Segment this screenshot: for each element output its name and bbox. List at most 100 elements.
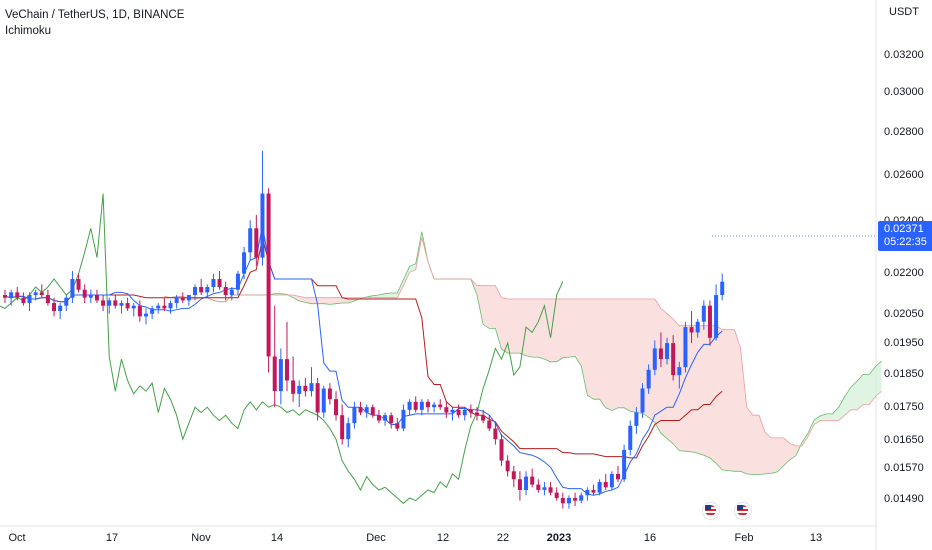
time-tick: 2023 (546, 532, 572, 544)
candle-body (671, 343, 676, 376)
price-tick: 0.01850 (884, 368, 924, 380)
candle-body (150, 308, 155, 314)
price-tick: 0.01570 (884, 462, 924, 474)
candle-body (52, 303, 57, 312)
candle-body (94, 295, 99, 301)
time-tick: Dec (366, 532, 386, 544)
candle-body (597, 481, 602, 493)
candle-body (217, 279, 222, 288)
candle-body (646, 369, 651, 389)
candle-body (413, 401, 418, 410)
candle-body (554, 492, 559, 498)
candle-body (309, 383, 314, 392)
candle-body (278, 359, 283, 392)
candle-body (511, 471, 516, 480)
ichimoku-conversion-line (4, 225, 723, 496)
candle-body (425, 401, 430, 408)
candle-body (689, 327, 694, 333)
time-tick: 16 (643, 532, 657, 544)
candle-body (683, 327, 688, 368)
candle-body (82, 289, 87, 298)
candle-body (272, 356, 277, 392)
candle-body (297, 385, 302, 394)
candle-body (395, 423, 400, 429)
candle-body (499, 439, 504, 461)
candle-body (9, 292, 14, 298)
candle-body (560, 497, 565, 504)
candle-body (211, 279, 216, 288)
price-tick: 0.01950 (884, 337, 924, 349)
last-price-value: 0.02371 (884, 223, 924, 235)
candle-body (193, 287, 198, 296)
us-flag-icon[interactable] (702, 502, 720, 520)
time-tick: Nov (191, 532, 211, 544)
candle-body (701, 305, 706, 322)
price-tick: 0.02800 (884, 126, 924, 138)
candle-body (3, 295, 7, 298)
candle-body (432, 404, 437, 408)
candle-body (634, 412, 639, 426)
ichimoku-leading-span-a (164, 231, 882, 476)
candle-body (327, 388, 332, 400)
candle-body (284, 359, 289, 381)
ichimoku-leading-span-b (164, 237, 882, 447)
candle-body (260, 193, 265, 258)
price-tick: 0.02050 (884, 308, 924, 320)
candle-body (591, 489, 596, 493)
candle-body (370, 407, 375, 416)
candle-body (291, 380, 296, 394)
candle-body (15, 292, 20, 298)
candle-body (616, 473, 620, 480)
candle-body (186, 295, 191, 301)
candle-body (438, 404, 443, 408)
candle-body (720, 281, 725, 296)
candle-body (609, 473, 614, 488)
candle-body (542, 487, 547, 490)
candle-body (21, 297, 26, 304)
candle-body (579, 495, 584, 501)
time-tick: 14 (270, 532, 284, 544)
chart-legend: VeChain / TetherUS, 1D, BINANCE Ichimoku (5, 8, 184, 38)
price-tick: 0.02600 (884, 169, 924, 181)
price-tick: 0.03200 (884, 49, 924, 61)
bar-countdown: 05:22:35 (884, 236, 927, 248)
candle-body (315, 383, 320, 413)
indicator-label[interactable]: Ichimoku (5, 25, 52, 37)
candle-body (27, 295, 32, 304)
candle-body (364, 407, 369, 413)
price-tick: 0.01750 (884, 401, 924, 413)
candle-body (383, 415, 388, 421)
candle-body (143, 313, 148, 317)
candle-body (462, 409, 467, 416)
candle-body (603, 481, 608, 488)
candle-body (407, 401, 412, 410)
price-axis-currency[interactable]: USDT (889, 6, 919, 18)
candle-body (45, 295, 50, 304)
candle-body (536, 484, 541, 490)
candle-body (125, 303, 130, 309)
candle-body (468, 409, 473, 413)
candle-body (101, 300, 106, 306)
candle-body (677, 367, 682, 376)
candle-body (168, 303, 173, 309)
candle-body (505, 460, 510, 472)
candle-body (628, 425, 633, 450)
candle-body (39, 292, 44, 296)
candle-body (517, 479, 522, 490)
candle-body (223, 287, 228, 296)
us-flag-icon[interactable] (734, 502, 752, 520)
candle-body (352, 407, 357, 424)
candle-body (456, 409, 461, 416)
candle-body (254, 228, 259, 258)
candle-body (229, 289, 234, 296)
candle-body (652, 348, 657, 370)
candle-body (334, 399, 339, 416)
candle-body (199, 287, 204, 293)
last-price-label: 0.02371 05:22:35 (878, 221, 932, 251)
candle-body (156, 305, 161, 309)
price-tick: 0.01650 (884, 434, 924, 446)
candle-body (714, 295, 719, 338)
symbol-title[interactable]: VeChain / TetherUS, 1D, BINANCE (5, 9, 185, 21)
candle-body (493, 428, 498, 440)
